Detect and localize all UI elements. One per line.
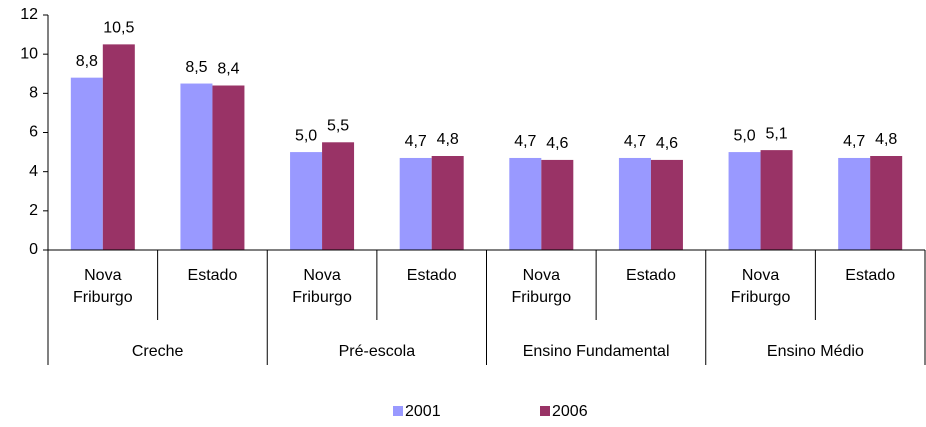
value-label: 4,7 xyxy=(624,133,646,150)
group-label: Pré-escola xyxy=(339,343,416,360)
value-label: 5,0 xyxy=(733,127,755,144)
value-label: 8,4 xyxy=(217,61,239,78)
bar xyxy=(431,156,464,250)
value-label: 4,7 xyxy=(514,133,536,150)
x-tick-label: Nova Friburgo xyxy=(73,267,133,306)
legend-label: 2006 xyxy=(552,403,588,420)
value-label: 4,8 xyxy=(875,131,897,148)
y-tick-label: 10 xyxy=(20,45,38,62)
bar xyxy=(322,142,355,250)
bar xyxy=(870,156,903,250)
bar xyxy=(760,150,793,250)
legend-swatch xyxy=(393,406,403,416)
x-tick-label: Nova Friburgo xyxy=(730,267,791,306)
value-label: 8,8 xyxy=(76,53,98,70)
bar xyxy=(541,159,574,250)
y-tick-label: 6 xyxy=(29,124,38,141)
x-tick-label: Estado xyxy=(406,267,457,284)
bar xyxy=(180,83,213,251)
legend-swatch xyxy=(540,406,550,416)
value-label: 8,5 xyxy=(185,59,207,76)
bar xyxy=(212,85,245,250)
bar xyxy=(290,152,323,250)
value-label: 4,7 xyxy=(405,133,427,150)
bar xyxy=(70,77,103,251)
y-tick-label: 8 xyxy=(29,85,38,102)
y-tick-label: 4 xyxy=(29,163,38,180)
value-label: 5,0 xyxy=(295,127,317,144)
value-label: 5,1 xyxy=(765,125,787,142)
value-label: 4,6 xyxy=(656,135,678,152)
x-tick-label: Nova Friburgo xyxy=(511,267,572,306)
bar xyxy=(618,157,651,250)
group-label: Creche xyxy=(132,343,184,360)
value-label: 4,7 xyxy=(843,133,865,150)
y-tick-label: 2 xyxy=(29,202,38,219)
x-tick-label: Nova Friburgo xyxy=(292,267,352,306)
bar xyxy=(102,44,135,250)
bar xyxy=(509,157,542,250)
value-label: 5,5 xyxy=(327,118,349,135)
y-tick-label: 0 xyxy=(29,241,38,258)
value-label: 4,6 xyxy=(546,135,568,152)
value-label: 10,5 xyxy=(103,20,134,37)
x-tick-label: Estado xyxy=(187,267,238,284)
group-label: Ensino Médio xyxy=(767,343,864,360)
bar xyxy=(838,157,871,250)
y-tick-label: 12 xyxy=(20,6,38,23)
x-tick-label: Estado xyxy=(626,267,676,284)
value-label: 4,8 xyxy=(437,131,459,148)
x-tick-label: Estado xyxy=(845,267,896,284)
bar xyxy=(728,152,761,250)
group-label: Ensino Fundamental xyxy=(523,343,670,360)
bar xyxy=(650,159,683,250)
bar xyxy=(399,157,432,250)
legend-label: 2001 xyxy=(405,403,441,420)
